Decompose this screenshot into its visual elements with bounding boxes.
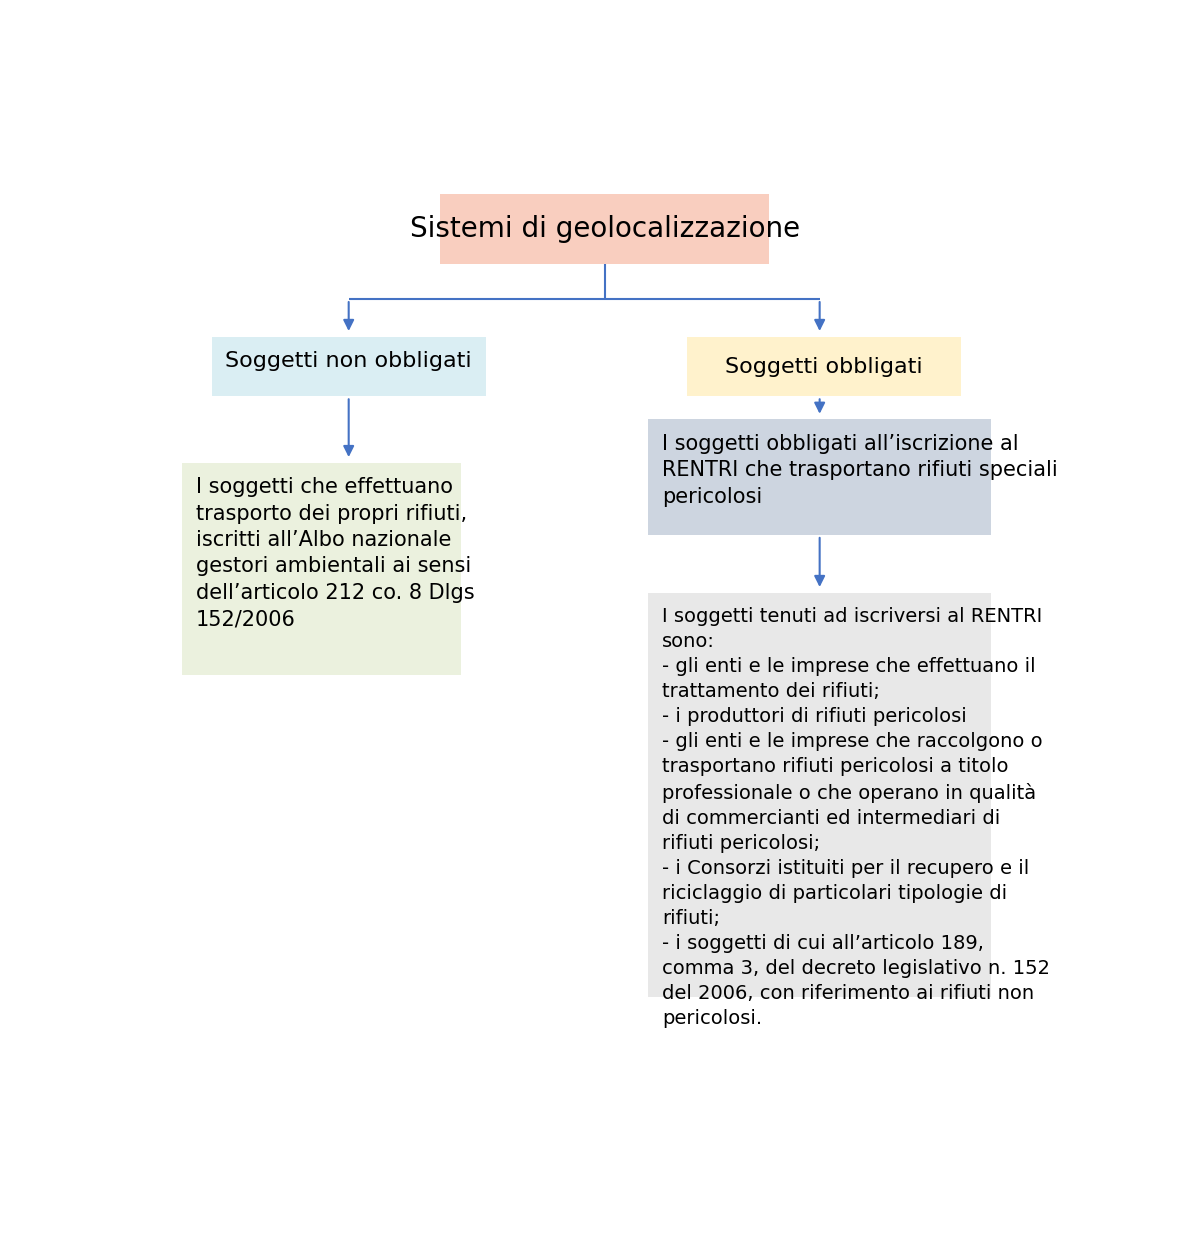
FancyBboxPatch shape (440, 194, 769, 264)
FancyBboxPatch shape (648, 420, 991, 535)
Text: Sistemi di geolocalizzazione: Sistemi di geolocalizzazione (409, 215, 800, 242)
Text: I soggetti obbligati all’iscrizione al
RENTRI che trasportano rifiuti speciali
p: I soggetti obbligati all’iscrizione al R… (662, 434, 1057, 506)
Text: I soggetti tenuti ad iscriversi al RENTRI
sono:
- gli enti e le imprese che effe: I soggetti tenuti ad iscriversi al RENTR… (662, 608, 1050, 1028)
FancyBboxPatch shape (211, 336, 486, 396)
FancyBboxPatch shape (687, 336, 962, 396)
Text: I soggetti che effettuano
trasporto dei propri rifiuti,
iscritti all’Albo nazion: I soggetti che effettuano trasporto dei … (196, 478, 474, 629)
Text: Soggetti obbligati: Soggetti obbligati (726, 356, 923, 376)
Text: Soggetti non obbligati: Soggetti non obbligati (225, 351, 472, 371)
FancyBboxPatch shape (182, 462, 460, 675)
FancyBboxPatch shape (648, 592, 991, 998)
